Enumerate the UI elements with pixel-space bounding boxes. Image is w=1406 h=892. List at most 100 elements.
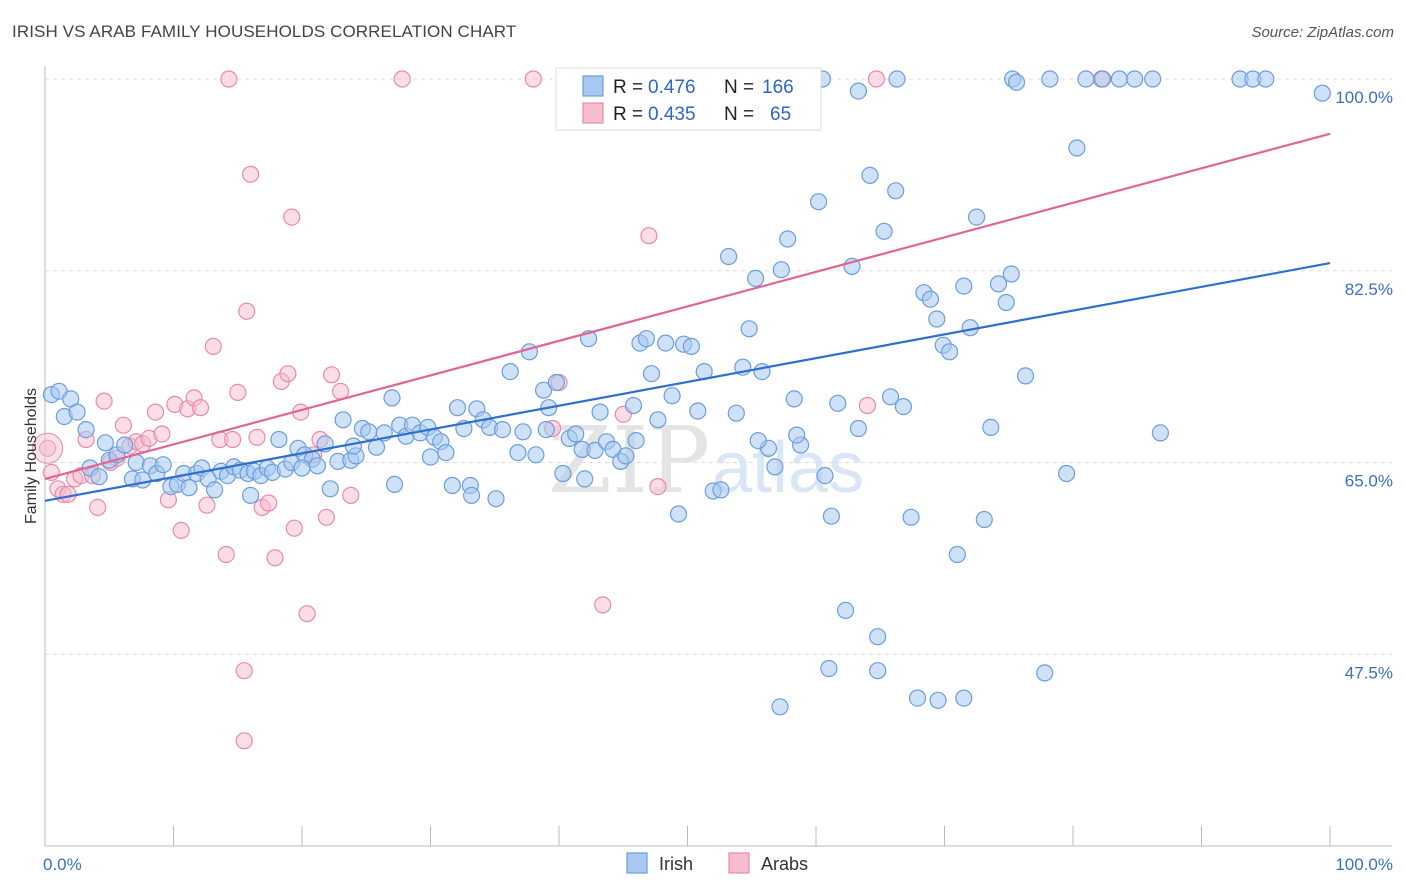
bottom-legend-irish-swatch (626, 852, 648, 874)
series-legend: Irish Arabs (626, 852, 808, 874)
irish-point (642, 365, 661, 383)
irish-point (1257, 70, 1275, 88)
irish-point (869, 662, 887, 680)
irish-point (437, 444, 455, 462)
tick-labels: 100.0% 82.5% 65.0% 47.5% 0.0% 100.0% (43, 88, 1393, 874)
irish-point (527, 446, 545, 464)
arabs-point (235, 732, 253, 750)
irish-point (493, 421, 512, 439)
arabs-point (858, 396, 877, 415)
arabs-point (235, 662, 253, 680)
arabs-point (59, 485, 77, 503)
irish-point (861, 166, 879, 184)
irish-point (1313, 84, 1331, 102)
irish-point (624, 396, 643, 415)
arabs-point (279, 365, 297, 383)
irish-point (547, 373, 566, 392)
arabs-point (266, 549, 284, 567)
irish-point (820, 659, 838, 678)
irish-point (689, 402, 707, 420)
irish-point (663, 387, 681, 405)
legend-irish-n-label: N = (724, 77, 754, 98)
arabs-point (89, 498, 107, 516)
irish-point (586, 441, 604, 459)
arabs-point (238, 302, 256, 320)
irish-point (766, 458, 784, 476)
irish-point (308, 457, 326, 475)
watermark-atlas: atlas (712, 428, 864, 508)
legend-irish-n-value: 166 (762, 77, 794, 98)
legend-irish-r-value: 0.476 (648, 77, 696, 98)
arabs-point (224, 430, 242, 449)
irish-point (591, 403, 609, 421)
arabs-point (640, 227, 658, 245)
arabs-point (285, 519, 303, 537)
legend-arabs-swatch (582, 102, 604, 124)
irish-point (1144, 70, 1162, 88)
irish-point (822, 507, 841, 525)
irish-point (1057, 464, 1076, 483)
irish-point (567, 425, 585, 443)
legend-arabs-n-label: N = (724, 104, 754, 125)
legend-arabs-n-value: 65 (770, 104, 791, 125)
irish-point (344, 437, 362, 455)
arabs-point (393, 70, 411, 88)
irish-point (421, 448, 440, 466)
irish-point (816, 467, 834, 485)
y-tick-label-1: 82.5% (1345, 280, 1393, 299)
irish-point (1077, 70, 1095, 88)
irish-point (902, 508, 920, 526)
legend-irish-swatch (582, 75, 604, 97)
irish-point (1016, 367, 1035, 385)
irish-point (649, 411, 667, 429)
irish-point (894, 398, 913, 416)
irish-point (617, 447, 635, 465)
irish-point (849, 419, 868, 438)
irish-point (360, 423, 378, 441)
irish-point (90, 468, 108, 486)
arabs-point (220, 70, 238, 88)
legend-irish-r-label: R = (613, 77, 643, 98)
irish-point (1068, 139, 1086, 157)
irish-point (576, 470, 594, 488)
irish-point (908, 689, 927, 707)
arabs-point (153, 425, 171, 443)
arabs-point (323, 366, 341, 384)
irish-point (501, 363, 519, 381)
irish-point (928, 310, 946, 328)
irish-point (509, 444, 527, 462)
irish-point (321, 480, 339, 498)
irish-point (385, 475, 404, 493)
arabs-point-cluster (32, 432, 64, 464)
irish-point (967, 208, 986, 226)
irish-point (772, 261, 790, 279)
irish-point (940, 343, 959, 361)
irish-point (771, 698, 789, 716)
irish-point (637, 330, 656, 348)
legend-arabs-r-value: 0.435 (648, 104, 696, 125)
arabs-point (191, 399, 210, 417)
irish-point (334, 411, 352, 429)
irish-point (887, 182, 905, 200)
bottom-legend-arabs-swatch (728, 852, 750, 874)
irish-point (1126, 70, 1144, 88)
irish-point (888, 70, 906, 88)
irish-point (448, 399, 467, 417)
irish-point (809, 193, 828, 211)
irish-point (740, 320, 758, 338)
irish-point (154, 456, 172, 474)
arabs-point (204, 337, 222, 355)
trend-lines (44, 132, 1331, 502)
arabs-point (283, 208, 301, 226)
irish-point (514, 423, 532, 441)
irish-point (982, 418, 1000, 436)
irish-point (293, 459, 311, 477)
irish-point (719, 247, 738, 266)
irish-point (1007, 73, 1026, 91)
irish-point (96, 434, 115, 452)
arabs-point (229, 383, 247, 401)
irish-point (270, 430, 288, 449)
bottom-legend-arabs-label: Arabs (761, 854, 808, 874)
irish-point (206, 481, 224, 499)
